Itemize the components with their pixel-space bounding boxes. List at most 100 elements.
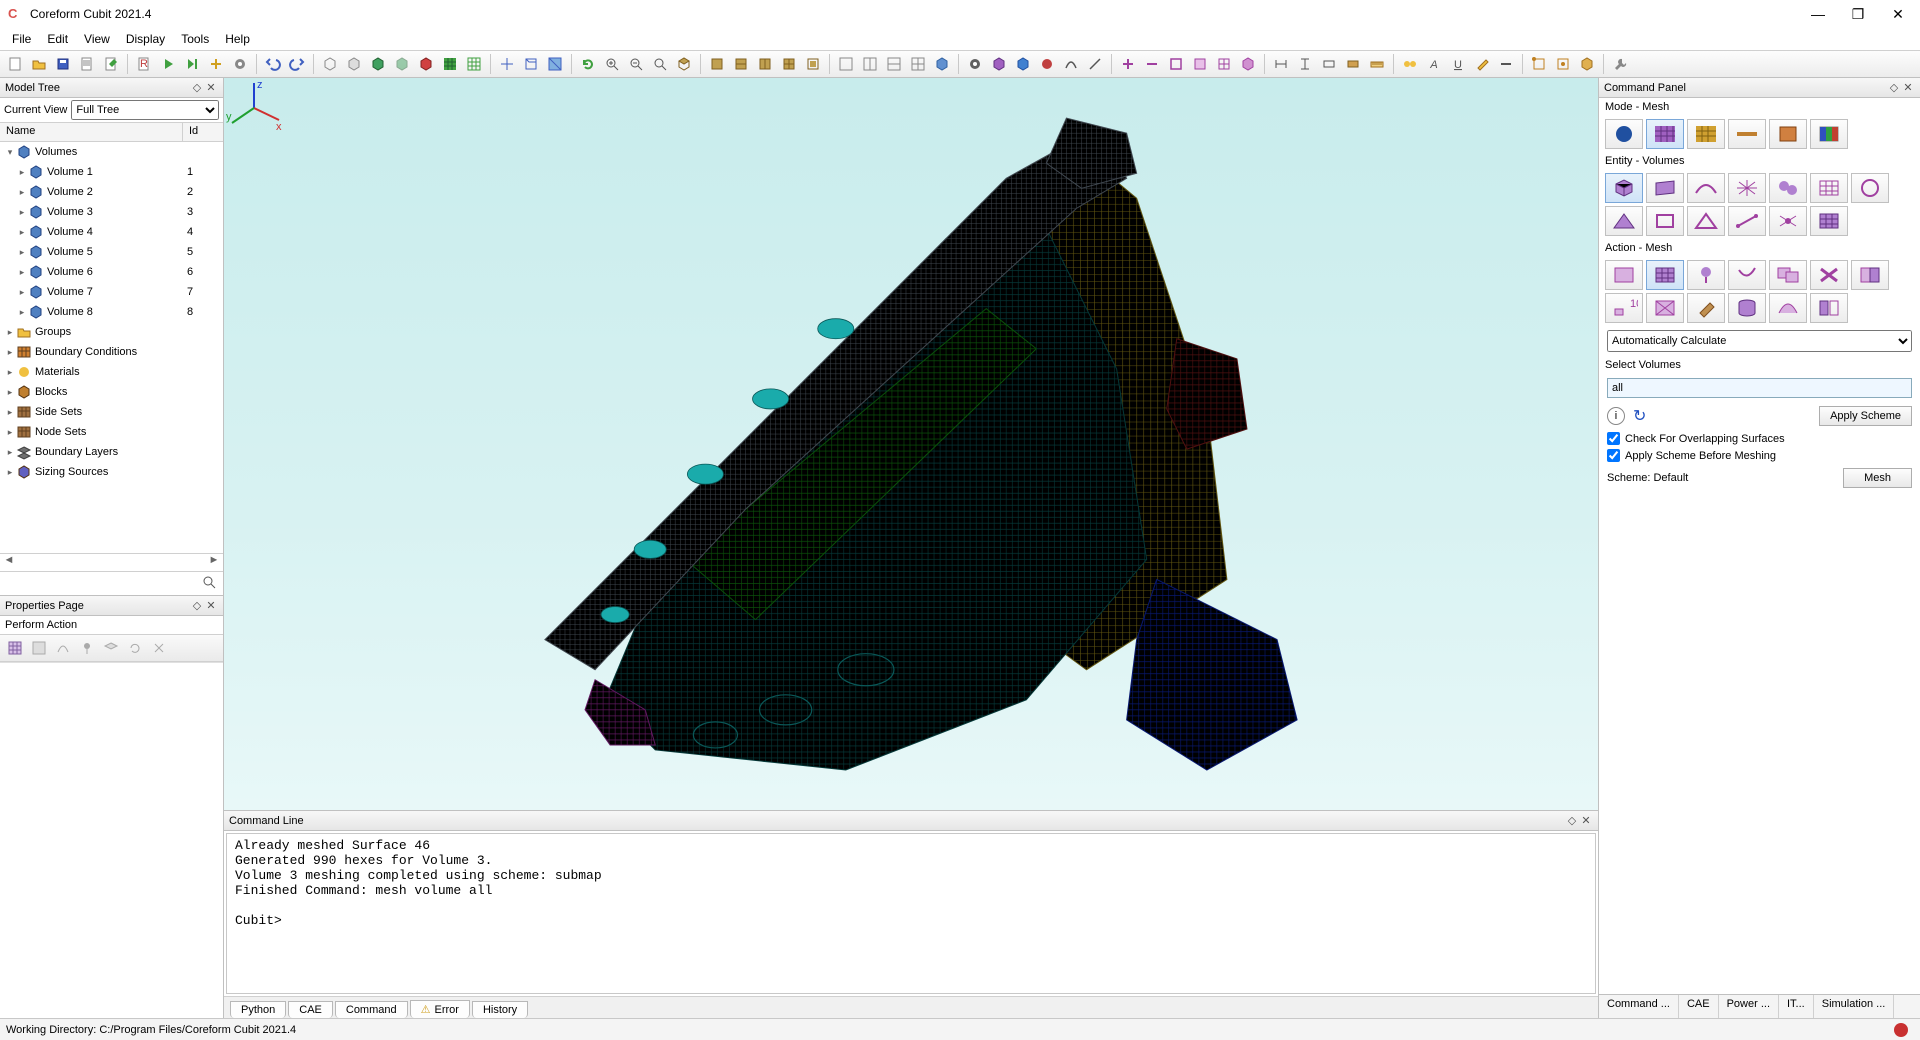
rtab-it[interactable]: IT... (1779, 995, 1814, 1018)
tree-row[interactable]: ▸Node Sets (0, 422, 223, 442)
prop-del-icon[interactable] (28, 637, 50, 659)
menu-edit[interactable]: Edit (41, 30, 74, 48)
expand-icon[interactable]: ▸ (4, 427, 16, 438)
minimize-button[interactable]: — (1804, 6, 1832, 23)
pink-box1-icon[interactable] (1165, 53, 1187, 75)
view-box4-icon[interactable] (778, 53, 800, 75)
cube-wire-icon[interactable] (319, 53, 341, 75)
expand-icon[interactable]: ▸ (16, 287, 28, 298)
snap2-icon[interactable] (1552, 53, 1574, 75)
cp-close-icon[interactable]: ✕ (1901, 81, 1915, 94)
rtab-cae[interactable]: CAE (1679, 995, 1719, 1018)
refresh-icon[interactable] (577, 53, 599, 75)
view-box3-icon[interactable] (754, 53, 776, 75)
entity-hex-icon[interactable] (1810, 173, 1848, 203)
zoom-fit-icon[interactable] (649, 53, 671, 75)
expand-icon[interactable]: ▸ (4, 327, 16, 338)
pink-cube-icon[interactable] (1237, 53, 1259, 75)
mesh-button[interactable]: Mesh (1843, 468, 1912, 488)
open-icon[interactable] (28, 53, 50, 75)
redo-icon[interactable] (286, 53, 308, 75)
clip-icon[interactable] (673, 53, 695, 75)
settings-icon[interactable] (229, 53, 251, 75)
cube-hidden-icon[interactable] (343, 53, 365, 75)
tree-row[interactable]: ▸Volume 66 (0, 262, 223, 282)
tab-command[interactable]: Command (335, 1001, 408, 1018)
menu-view[interactable]: View (78, 30, 116, 48)
tree-row[interactable]: ▸Boundary Layers (0, 442, 223, 462)
mode-materials-icon[interactable] (1687, 119, 1725, 149)
undock-icon[interactable]: ◇ (190, 81, 204, 94)
journal-open-icon[interactable] (76, 53, 98, 75)
line-icon[interactable] (1084, 53, 1106, 75)
tree-row[interactable]: ▾Volumes (0, 142, 223, 162)
apply-scheme-button[interactable]: Apply Scheme (1819, 406, 1912, 426)
scroll-left-icon[interactable]: ◄ (0, 554, 18, 571)
tab-python[interactable]: Python (230, 1001, 286, 1018)
view-box2-icon[interactable] (730, 53, 752, 75)
dim1-icon[interactable] (1270, 53, 1292, 75)
curve-icon[interactable] (1060, 53, 1082, 75)
menu-file[interactable]: File (6, 30, 37, 48)
prop-grid-icon[interactable] (4, 637, 26, 659)
tree-row[interactable]: ▸Side Sets (0, 402, 223, 422)
action-mirror-icon[interactable] (1810, 293, 1848, 323)
gear-icon[interactable] (964, 53, 986, 75)
wrench-icon[interactable] (1609, 53, 1631, 75)
tree-row[interactable]: ▸Volume 88 (0, 302, 223, 322)
expand-icon[interactable]: ▸ (16, 167, 28, 178)
mesh-cube-icon[interactable] (988, 53, 1010, 75)
apply-before-checkbox[interactable]: Apply Scheme Before Meshing (1599, 447, 1920, 464)
tree-col-id[interactable]: Id (183, 123, 223, 141)
menu-tools[interactable]: Tools (175, 30, 215, 48)
cmd-close-icon[interactable]: ✕ (1579, 814, 1593, 827)
scroll-right-icon[interactable]: ► (205, 554, 223, 571)
dash-icon[interactable] (1495, 53, 1517, 75)
status-dot-icon[interactable] (1894, 1023, 1908, 1037)
expand-icon[interactable]: ▸ (16, 267, 28, 278)
command-output[interactable]: Already meshed Surface 46 Generated 990 … (227, 834, 1595, 993)
expand-icon[interactable]: ▸ (16, 247, 28, 258)
expand-icon[interactable]: ▸ (4, 407, 16, 418)
tree-row[interactable]: ▸Volume 22 (0, 182, 223, 202)
info-icon[interactable]: i (1607, 407, 1625, 425)
expand-icon[interactable]: ▸ (16, 227, 28, 238)
tree-col-name[interactable]: Name (0, 123, 183, 141)
action-brush-icon[interactable] (1687, 293, 1725, 323)
mode-geometry-icon[interactable] (1605, 119, 1643, 149)
expand-icon[interactable]: ▸ (16, 187, 28, 198)
A-icon[interactable]: A (1423, 53, 1445, 75)
axis-icon[interactable] (496, 53, 518, 75)
prop-pin-icon[interactable] (76, 637, 98, 659)
tree-row[interactable]: ▸Volume 77 (0, 282, 223, 302)
dim4-icon[interactable] (1342, 53, 1364, 75)
reset-action-icon[interactable]: ↻ (1633, 406, 1646, 426)
zoom-in-icon[interactable] (601, 53, 623, 75)
props-undock-icon[interactable]: ◇ (190, 599, 204, 612)
view-box1-icon[interactable] (706, 53, 728, 75)
U-icon[interactable]: U (1447, 53, 1469, 75)
blue-cube-icon[interactable] (1012, 53, 1034, 75)
layout2-icon[interactable] (859, 53, 881, 75)
entity-edge-icon[interactable] (1728, 206, 1766, 236)
expand-icon[interactable]: ▸ (4, 467, 16, 478)
entity-tri2-icon[interactable] (1687, 206, 1725, 236)
section-icon[interactable] (544, 53, 566, 75)
tree-row[interactable]: ▸Sizing Sources (0, 462, 223, 482)
minus-icon[interactable] (1141, 53, 1163, 75)
action-delete-icon[interactable] (1728, 260, 1766, 290)
check-overlap-checkbox[interactable]: Check For Overlapping Surfaces (1599, 430, 1920, 447)
props-close-icon[interactable]: ✕ (204, 599, 218, 612)
view-box5-icon[interactable] (802, 53, 824, 75)
mode-blocks-icon[interactable] (1769, 119, 1807, 149)
layout3-icon[interactable] (883, 53, 905, 75)
current-view-select[interactable]: Full Tree (71, 100, 219, 120)
action-smooth-icon[interactable] (1687, 260, 1725, 290)
tab-error[interactable]: ⚠Error (410, 1000, 470, 1018)
expand-icon[interactable]: ▸ (16, 207, 28, 218)
dim2-icon[interactable] (1294, 53, 1316, 75)
entity-group-icon[interactable] (1769, 173, 1807, 203)
expand-icon[interactable]: ▸ (4, 347, 16, 358)
entity-grid-icon[interactable] (1810, 206, 1848, 236)
sphere-icon[interactable] (1036, 53, 1058, 75)
